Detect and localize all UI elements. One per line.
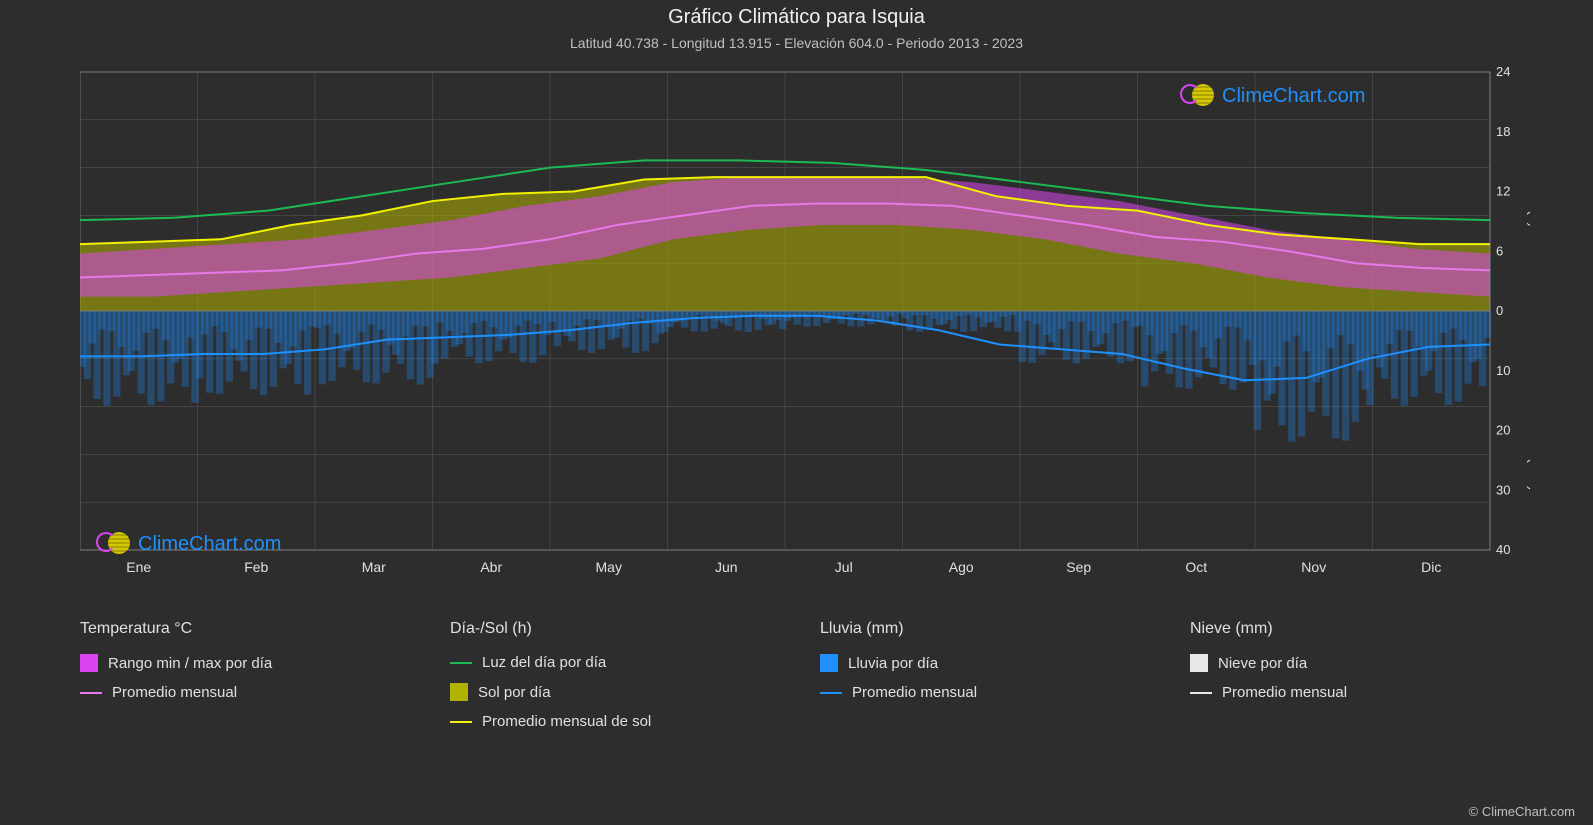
legend-item: Promedio mensual — [1190, 684, 1530, 701]
legend-label: Promedio mensual — [852, 684, 977, 701]
legend-item: Promedio mensual de sol — [450, 713, 790, 730]
legend-item: Promedio mensual — [80, 684, 420, 701]
legend-swatch — [450, 683, 468, 701]
legend-label: Sol por día — [478, 684, 551, 701]
svg-text:Oct: Oct — [1185, 559, 1207, 575]
legend-swatch — [1190, 692, 1212, 694]
brand-text: ClimeChart.com — [138, 533, 281, 556]
svg-text:24: 24 — [1496, 64, 1510, 79]
svg-text:18: 18 — [1496, 124, 1510, 139]
svg-text:Jun: Jun — [715, 559, 738, 575]
legend-label: Luz del día por día — [482, 654, 606, 671]
svg-text:40: 40 — [1496, 542, 1510, 557]
svg-text:Lluvia / Nieve (mm): Lluvia / Nieve (mm) — [1527, 370, 1530, 491]
legend-swatch — [820, 654, 838, 672]
legend-label: Rango min / max por día — [108, 655, 272, 672]
svg-text:Abr: Abr — [480, 559, 502, 575]
legend-item: Nieve por día — [1190, 654, 1530, 672]
logo-icon — [96, 530, 130, 558]
legend-group: Nieve (mm) Nieve por día Promedio mensual — [1190, 620, 1530, 742]
watermark: ClimeChart.com — [96, 530, 281, 558]
chart-area: -50-40-30-20-100102030405006121824102030… — [80, 60, 1530, 590]
svg-text:0: 0 — [1496, 303, 1503, 318]
chart-legend: Temperatura °C Rango min / max por día Pro… — [80, 620, 1530, 742]
legend-group: Lluvia (mm) Lluvia por día Promedio mensua… — [820, 620, 1160, 742]
legend-item: Lluvia por día — [820, 654, 1160, 672]
legend-swatch — [820, 692, 842, 694]
chart-title: Gráfico Climático para Isquia — [0, 0, 1593, 29]
svg-text:Nov: Nov — [1301, 559, 1326, 575]
svg-text:12: 12 — [1496, 184, 1510, 199]
legend-item: Luz del día por día — [450, 654, 790, 671]
copyright-text: © ClimeChart.com — [1469, 804, 1575, 819]
legend-swatch — [450, 721, 472, 723]
legend-swatch — [1190, 654, 1208, 672]
brand-text: ClimeChart.com — [1222, 85, 1365, 108]
svg-text:Día-/Sol (h): Día-/Sol (h) — [1527, 156, 1530, 228]
legend-item: Promedio mensual — [820, 684, 1160, 701]
logo-icon — [1180, 82, 1214, 110]
svg-text:Feb: Feb — [244, 559, 268, 575]
legend-group: Temperatura °C Rango min / max por día Pro… — [80, 620, 420, 742]
svg-text:Mar: Mar — [362, 559, 386, 575]
svg-text:Ago: Ago — [949, 559, 974, 575]
legend-heading: Temperatura °C — [80, 620, 420, 638]
chart-subtitle: Latitud 40.738 - Longitud 13.915 - Eleva… — [0, 29, 1593, 51]
svg-text:6: 6 — [1496, 243, 1503, 258]
legend-heading: Día-/Sol (h) — [450, 620, 790, 638]
svg-text:Jul: Jul — [835, 559, 853, 575]
legend-item: Sol por día — [450, 683, 790, 701]
legend-heading: Nieve (mm) — [1190, 620, 1530, 638]
svg-text:Dic: Dic — [1421, 559, 1441, 575]
legend-label: Promedio mensual — [112, 684, 237, 701]
legend-swatch — [80, 654, 98, 672]
svg-text:30: 30 — [1496, 482, 1510, 497]
climate-chart-svg: -50-40-30-20-100102030405006121824102030… — [80, 60, 1530, 590]
legend-item: Rango min / max por día — [80, 654, 420, 672]
legend-swatch — [80, 692, 102, 694]
svg-text:20: 20 — [1496, 423, 1510, 438]
legend-label: Nieve por día — [1218, 655, 1307, 672]
svg-text:Sep: Sep — [1066, 559, 1091, 575]
watermark: ClimeChart.com — [1180, 82, 1365, 110]
svg-text:10: 10 — [1496, 363, 1510, 378]
legend-heading: Lluvia (mm) — [820, 620, 1160, 638]
legend-label: Lluvia por día — [848, 655, 938, 672]
svg-text:May: May — [596, 559, 622, 575]
legend-label: Promedio mensual de sol — [482, 713, 651, 730]
svg-text:Ene: Ene — [126, 559, 151, 575]
legend-label: Promedio mensual — [1222, 684, 1347, 701]
legend-swatch — [450, 662, 472, 664]
legend-group: Día-/Sol (h) Luz del día por día Sol por d… — [450, 620, 790, 742]
